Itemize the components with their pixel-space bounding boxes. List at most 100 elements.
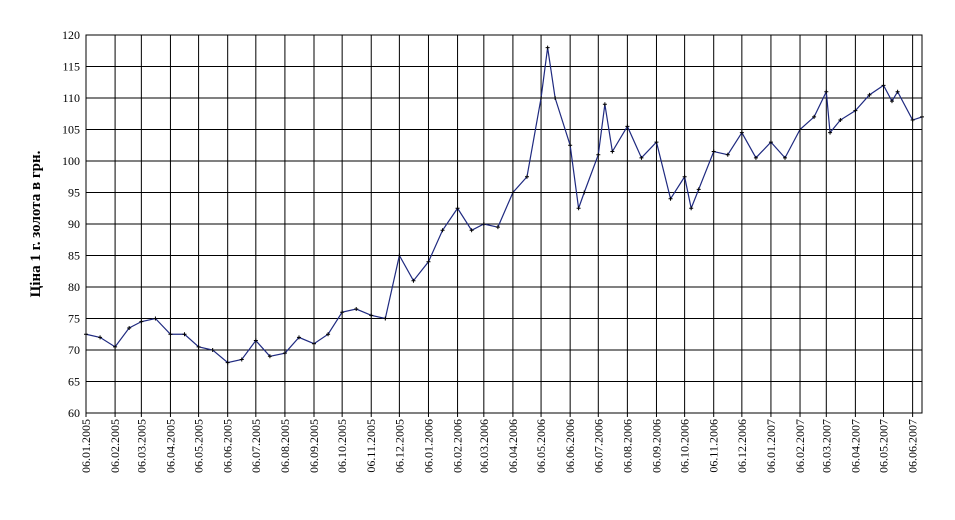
point-marker (210, 348, 215, 352)
point-marker (739, 130, 744, 135)
point-marker (576, 206, 581, 211)
x-tick-label: 06.04.2005 (163, 419, 177, 473)
point-marker (481, 222, 486, 226)
point-marker (495, 225, 500, 230)
point-marker (812, 114, 817, 119)
point-marker (783, 155, 788, 160)
point-marker (510, 190, 515, 195)
y-tick-label: 100 (62, 154, 80, 168)
point-marker (838, 118, 843, 123)
point-marker (426, 259, 431, 264)
y-tick-label: 65 (68, 375, 80, 389)
point-marker (469, 228, 474, 233)
point-marker (753, 155, 758, 160)
point-marker (153, 316, 158, 321)
point-marker (253, 338, 258, 343)
point-marker (553, 96, 558, 100)
point-marker (725, 152, 730, 157)
x-tick-label: 06.01.2006 (421, 419, 435, 473)
point-marker (853, 108, 858, 113)
point-marker (889, 99, 894, 104)
plot-border (85, 34, 923, 414)
point-marker (397, 253, 402, 258)
point-marker (639, 155, 644, 160)
point-marker (369, 313, 374, 318)
point-marker (824, 89, 829, 94)
x-tick-label: 06.11.2006 (707, 419, 721, 473)
x-tick-label: 06.07.2005 (249, 419, 263, 473)
x-tick-label: 06.05.2005 (192, 419, 206, 473)
point-marker (139, 319, 144, 324)
point-marker (326, 332, 331, 337)
x-tick-label: 06.04.2007 (848, 419, 862, 473)
point-marker (84, 332, 88, 337)
point-marker (182, 332, 187, 337)
point-marker (625, 124, 630, 129)
y-tick-label: 105 (62, 123, 80, 137)
x-tick-label: 06.10.2006 (678, 419, 692, 473)
point-marker (895, 89, 900, 94)
point-marker (340, 310, 345, 315)
point-marker (312, 341, 316, 346)
point-marker (920, 114, 924, 119)
point-marker (455, 206, 460, 211)
point-marker (411, 278, 416, 283)
x-tick-label: 06.02.2006 (451, 419, 465, 473)
y-tick-label: 115 (62, 60, 80, 74)
x-tick-label: 06.06.2007 (906, 419, 920, 473)
point-marker (682, 174, 687, 179)
x-tick-label: 06.12.2005 (392, 419, 406, 473)
point-marker (768, 140, 773, 145)
point-marker (168, 332, 173, 337)
y-tick-label: 120 (62, 28, 80, 42)
x-tick-label: 06.02.2007 (793, 419, 807, 473)
x-tick-label: 06.07.2006 (591, 419, 605, 473)
point-marker (239, 357, 244, 362)
point-marker (610, 149, 615, 154)
y-tick-label: 85 (68, 249, 80, 263)
point-marker (440, 228, 445, 233)
point-marker (282, 351, 287, 356)
point-marker (568, 143, 573, 148)
x-tick-label: 06.09.2006 (649, 419, 663, 473)
x-tick-label: 06.10.2005 (335, 419, 349, 473)
line-series (85, 47, 923, 364)
x-tick-label: 06.05.2007 (877, 419, 891, 473)
x-tick-label: 06.09.2005 (307, 419, 321, 473)
point-marker (910, 118, 915, 123)
x-tick-label: 06.12.2006 (735, 419, 749, 473)
x-tick-label: 06.06.2006 (563, 419, 577, 473)
y-tick-label: 70 (68, 343, 80, 357)
x-tick-label: 06.02.2005 (108, 419, 122, 473)
y-tick-label: 110 (62, 91, 80, 105)
point-marker (711, 149, 716, 154)
point-marker (654, 140, 659, 145)
y-tick-label: 60 (68, 406, 80, 420)
point-marker (98, 335, 103, 340)
point-marker (881, 83, 886, 88)
point-marker (383, 316, 388, 321)
x-tick-label: 06.03.2005 (134, 419, 148, 473)
point-marker (267, 354, 272, 359)
point-marker (524, 174, 529, 179)
point-marker (113, 344, 118, 349)
point-marker (596, 152, 601, 157)
x-tick-label: 06.08.2006 (620, 419, 634, 473)
x-tick-label: 06.01.2005 (79, 419, 93, 473)
point-marker (354, 307, 359, 312)
point-marker (296, 335, 301, 340)
point-marker (582, 190, 587, 195)
y-axis-label: Ціна 1 г. золота в грн. (28, 150, 44, 297)
x-tick-label: 06.05.2006 (534, 419, 548, 473)
x-tick-label: 06.03.2007 (819, 419, 833, 473)
y-tick-label: 90 (68, 217, 80, 231)
x-tick-label: 06.11.2005 (364, 419, 378, 473)
point-marker (196, 344, 201, 349)
point-marker (867, 92, 872, 97)
point-marker (689, 206, 694, 211)
point-marker (668, 196, 673, 201)
x-tick-label: 06.04.2006 (506, 419, 520, 473)
point-marker (696, 187, 701, 192)
point-marker (545, 45, 550, 50)
